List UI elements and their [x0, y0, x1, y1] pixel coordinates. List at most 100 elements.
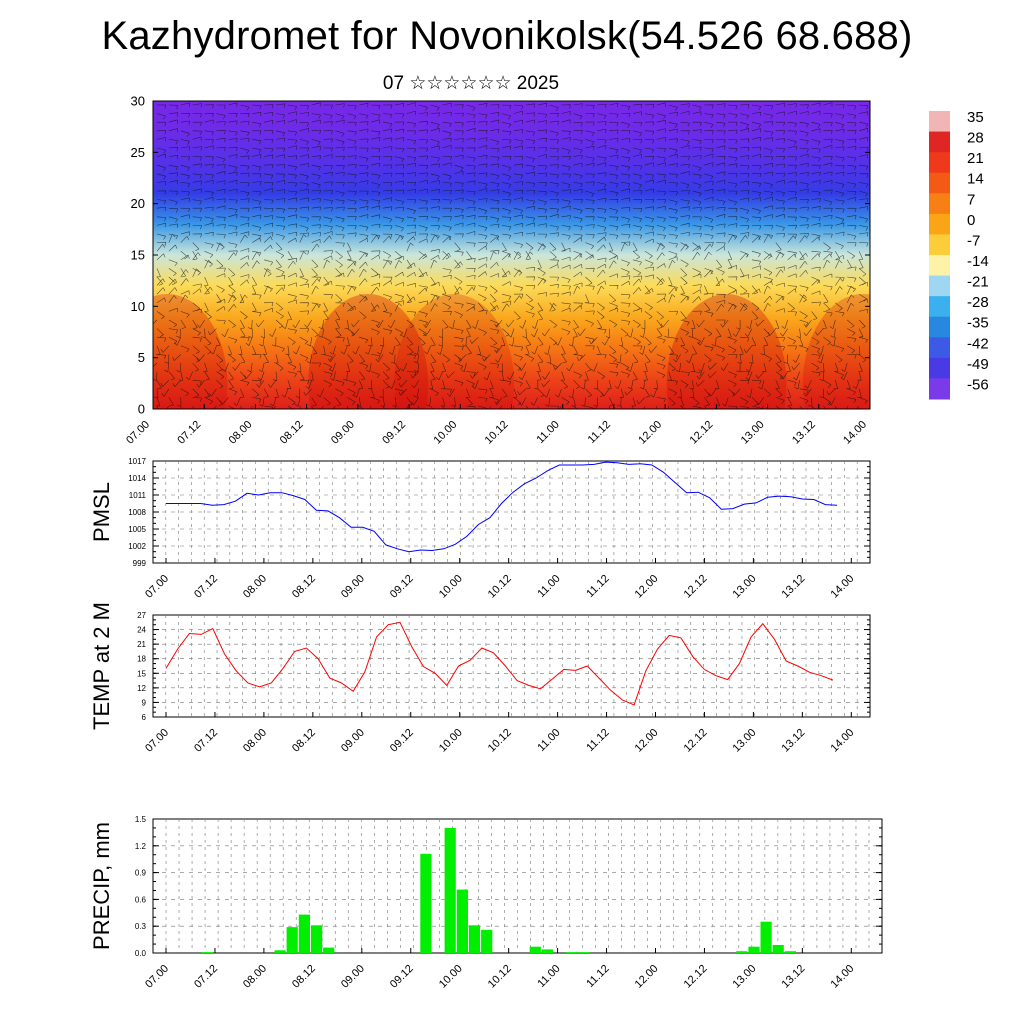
wind-barb	[466, 128, 476, 133]
wind-barb	[632, 278, 642, 286]
wind-barb	[644, 405, 646, 409]
wind-barb	[418, 155, 429, 160]
wind-barb	[465, 388, 470, 398]
wind-barb	[655, 405, 658, 409]
colorbar-segment	[929, 275, 950, 297]
wind-barb	[204, 337, 212, 346]
wind-barb	[394, 328, 404, 336]
wind-barb	[156, 397, 161, 407]
wind-barb	[359, 113, 369, 120]
wind-barb	[180, 345, 190, 353]
wind-barb	[537, 311, 543, 321]
wind-barb	[216, 267, 226, 272]
wind-barb	[823, 130, 833, 135]
y-tick-label: 15	[131, 248, 145, 263]
wind-barb	[573, 103, 583, 108]
wind-barb	[576, 354, 586, 361]
wind-barb	[192, 354, 200, 363]
wind-barb	[168, 180, 178, 185]
wind-barb	[585, 224, 595, 229]
wind-barb	[248, 328, 253, 338]
wind-barb	[156, 181, 167, 186]
wind-barb	[311, 328, 319, 337]
wind-barb	[573, 198, 583, 204]
wind-barb	[390, 354, 396, 364]
wind-barb	[287, 293, 297, 300]
wind-barb	[799, 345, 809, 352]
wind-barb	[689, 380, 694, 390]
wind-barb	[347, 121, 357, 126]
wind-barb	[751, 259, 762, 265]
wind-barb	[573, 182, 583, 188]
wind-barb	[799, 162, 809, 168]
wind-barb	[668, 259, 676, 269]
wind-barb	[275, 216, 286, 222]
wind-barb	[728, 104, 738, 110]
wind-barb	[744, 328, 753, 337]
colorbar-segment	[929, 296, 950, 318]
wind-barb	[180, 294, 189, 303]
wind-barb	[561, 397, 570, 405]
wind-barb	[287, 311, 292, 321]
wind-barb	[632, 103, 643, 109]
wind-barb	[501, 388, 508, 398]
wind-barb	[327, 405, 336, 409]
wind-barb	[347, 139, 357, 145]
wind-barb	[311, 216, 321, 221]
wind-barb	[233, 397, 241, 406]
wind-barb	[823, 155, 833, 161]
wind-barb	[252, 293, 262, 299]
wind-barb	[644, 388, 650, 398]
wind-barb	[501, 337, 506, 346]
wind-barb	[609, 199, 619, 204]
wind-barb	[264, 130, 274, 135]
wind-barb	[811, 190, 821, 196]
wind-barb	[775, 102, 785, 108]
wind-barb	[573, 253, 583, 261]
wind-barb	[740, 207, 750, 214]
precip-bar	[748, 946, 760, 953]
x-tick-label: 12.12	[682, 573, 710, 601]
wind-barb	[196, 354, 205, 362]
wind-barb	[760, 345, 765, 356]
wind-barb	[823, 336, 831, 346]
wind-barb	[847, 354, 857, 359]
wind-barb	[758, 380, 765, 390]
wind-barb	[466, 138, 476, 143]
wind-barb	[799, 311, 808, 319]
wind-barb	[537, 243, 546, 252]
wind-barb	[775, 199, 785, 205]
wind-barb	[740, 164, 750, 170]
x-tick-label: 14.00	[841, 419, 869, 447]
wind-barb	[323, 154, 333, 159]
wind-barb	[347, 173, 357, 179]
wind-barb	[573, 282, 583, 287]
wind-barb	[549, 190, 559, 197]
wind-barb	[525, 302, 534, 311]
wind-barb	[180, 190, 190, 196]
wind-barb	[608, 260, 617, 269]
wind-barb	[299, 163, 309, 168]
wind-barb	[675, 362, 681, 373]
wind-barb	[359, 311, 367, 320]
wind-barb	[847, 233, 857, 240]
wind-barb	[454, 170, 464, 176]
wind-barb	[728, 121, 738, 126]
wind-barb	[830, 328, 836, 338]
wind-barb	[442, 405, 445, 409]
wind-barb	[466, 287, 475, 295]
wind-barb	[438, 337, 443, 347]
wind-barb	[442, 388, 452, 393]
wind-barb	[442, 274, 452, 280]
wind-barb	[275, 233, 285, 240]
wind-barb	[609, 121, 619, 127]
wind-barb	[335, 182, 345, 187]
wind-barb	[597, 216, 607, 223]
wind-barb	[192, 113, 202, 118]
warm-anomalies	[153, 294, 870, 409]
wind-barb	[531, 328, 539, 338]
wind-barb	[668, 147, 678, 154]
wind-barb	[621, 302, 631, 308]
wind-barb	[256, 380, 265, 388]
wind-barb	[525, 139, 536, 145]
